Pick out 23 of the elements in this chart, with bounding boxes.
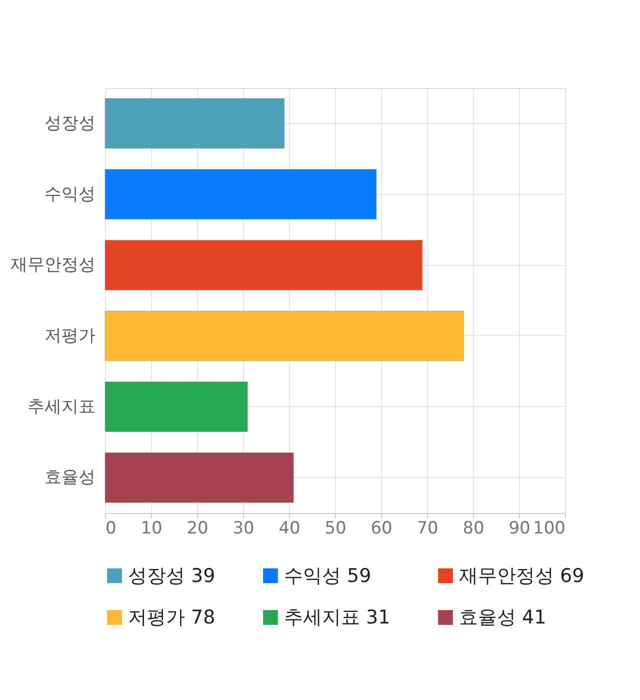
- x-tick-label: 30: [232, 518, 254, 538]
- y-tick-label: 효율성: [44, 468, 96, 488]
- y-tick-label: 재무안정성: [10, 255, 96, 276]
- legend-label: 효율성 41: [459, 606, 546, 628]
- x-tick-label: 20: [186, 518, 208, 538]
- x-tick-label: 0: [106, 518, 116, 538]
- legend-label: 성장성 39: [128, 564, 216, 587]
- y-tick-label: 수익성: [44, 184, 96, 204]
- x-tick-label: 40: [278, 518, 300, 538]
- y-tick-label: 성장성: [44, 113, 96, 134]
- x-tick-label: 100: [533, 518, 566, 538]
- y-tick-label: 추세지표: [28, 396, 96, 417]
- legend-label: 저평가 78: [128, 606, 216, 628]
- legend-label: 추세지표 31: [284, 606, 390, 628]
- y-tick-label: 저평가: [44, 326, 96, 346]
- x-tick-label: 70: [416, 518, 438, 538]
- legend-label: 재무안정성 69: [459, 564, 584, 587]
- x-tick-label: 80: [462, 518, 484, 538]
- legend-label: 수익성 59: [284, 564, 372, 587]
- x-tick-label: 10: [140, 518, 162, 538]
- x-tick-label: 60: [370, 518, 392, 538]
- x-tick-label: 90: [508, 518, 530, 538]
- x-tick-label: 50: [324, 518, 346, 538]
